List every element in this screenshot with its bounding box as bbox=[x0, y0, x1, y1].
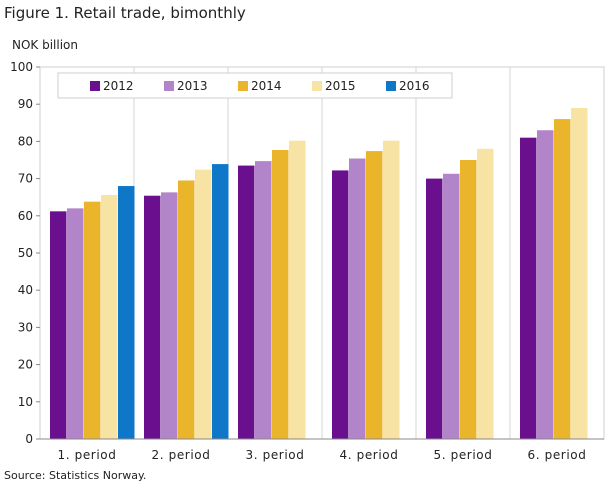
bar-2013-2 bbox=[161, 192, 178, 439]
x-category-label: 1. period bbox=[58, 448, 117, 462]
x-category-label: 6. period bbox=[528, 448, 587, 462]
y-tick-label: 40 bbox=[18, 283, 33, 297]
y-tick-label: 30 bbox=[18, 320, 33, 334]
bar-2015-6 bbox=[571, 107, 588, 440]
bar-2013-5 bbox=[443, 173, 460, 439]
legend-label-2012: 2012 bbox=[103, 79, 134, 93]
bar-2013-1 bbox=[67, 208, 84, 439]
bar-2014-6 bbox=[554, 119, 571, 439]
y-tick-label: 80 bbox=[18, 134, 33, 148]
y-tick-label: 20 bbox=[18, 358, 33, 372]
legend-swatch-2014 bbox=[238, 81, 248, 91]
y-tick-label: 100 bbox=[10, 60, 33, 74]
bar-2016-1 bbox=[118, 186, 135, 439]
bar-2015-2 bbox=[195, 169, 212, 439]
bar-2015-1 bbox=[101, 194, 118, 439]
bar-2014-3 bbox=[272, 149, 289, 439]
bar-2013-6 bbox=[537, 130, 554, 440]
bar-2013-4 bbox=[349, 158, 366, 439]
legend-swatch-2012 bbox=[90, 81, 100, 91]
bar-2012-3 bbox=[238, 165, 255, 439]
y-tick-label: 50 bbox=[18, 246, 33, 260]
legend-label-2014: 2014 bbox=[251, 79, 282, 93]
bar-2012-5 bbox=[426, 178, 443, 439]
x-category-label: 4. period bbox=[340, 448, 399, 462]
bar-2014-5 bbox=[460, 160, 477, 439]
legend: 2012 2013 2014 2015 2016 bbox=[57, 72, 453, 99]
source-note: Source: Statistics Norway. bbox=[4, 469, 147, 482]
bar-2012-1 bbox=[50, 211, 67, 439]
legend-label-2013: 2013 bbox=[177, 79, 208, 93]
bar-2012-4 bbox=[332, 170, 349, 439]
legend-swatch-2016 bbox=[386, 81, 396, 91]
legend-label-2015: 2015 bbox=[325, 79, 356, 93]
y-tick-label: 10 bbox=[18, 395, 33, 409]
chart-title: Figure 1. Retail trade, bimonthly bbox=[4, 4, 246, 22]
legend-label-2016: 2016 bbox=[399, 79, 430, 93]
x-category-label: 2. period bbox=[152, 448, 211, 462]
bar-2015-4 bbox=[383, 140, 400, 439]
legend-swatch-2015 bbox=[312, 81, 322, 91]
y-axis-unit-label: NOK billion bbox=[12, 38, 79, 52]
bar-2012-2 bbox=[144, 195, 161, 439]
bar-2014-4 bbox=[366, 151, 383, 439]
y-tick-label: 0 bbox=[25, 432, 33, 446]
bar-2014-1 bbox=[84, 201, 101, 439]
y-tick-label: 60 bbox=[18, 209, 33, 223]
y-tick-label: 90 bbox=[18, 97, 33, 111]
bar-2012-6 bbox=[520, 137, 537, 439]
bar-2013-3 bbox=[255, 161, 272, 439]
bar-2015-5 bbox=[477, 148, 494, 439]
x-category-label: 3. period bbox=[246, 448, 305, 462]
bar-2014-2 bbox=[178, 180, 195, 439]
legend-swatch-2013 bbox=[164, 81, 174, 91]
y-tick-label: 70 bbox=[18, 172, 33, 186]
bar-2015-3 bbox=[289, 140, 306, 439]
x-category-label: 5. period bbox=[434, 448, 493, 462]
bar-2016-2 bbox=[212, 164, 229, 440]
